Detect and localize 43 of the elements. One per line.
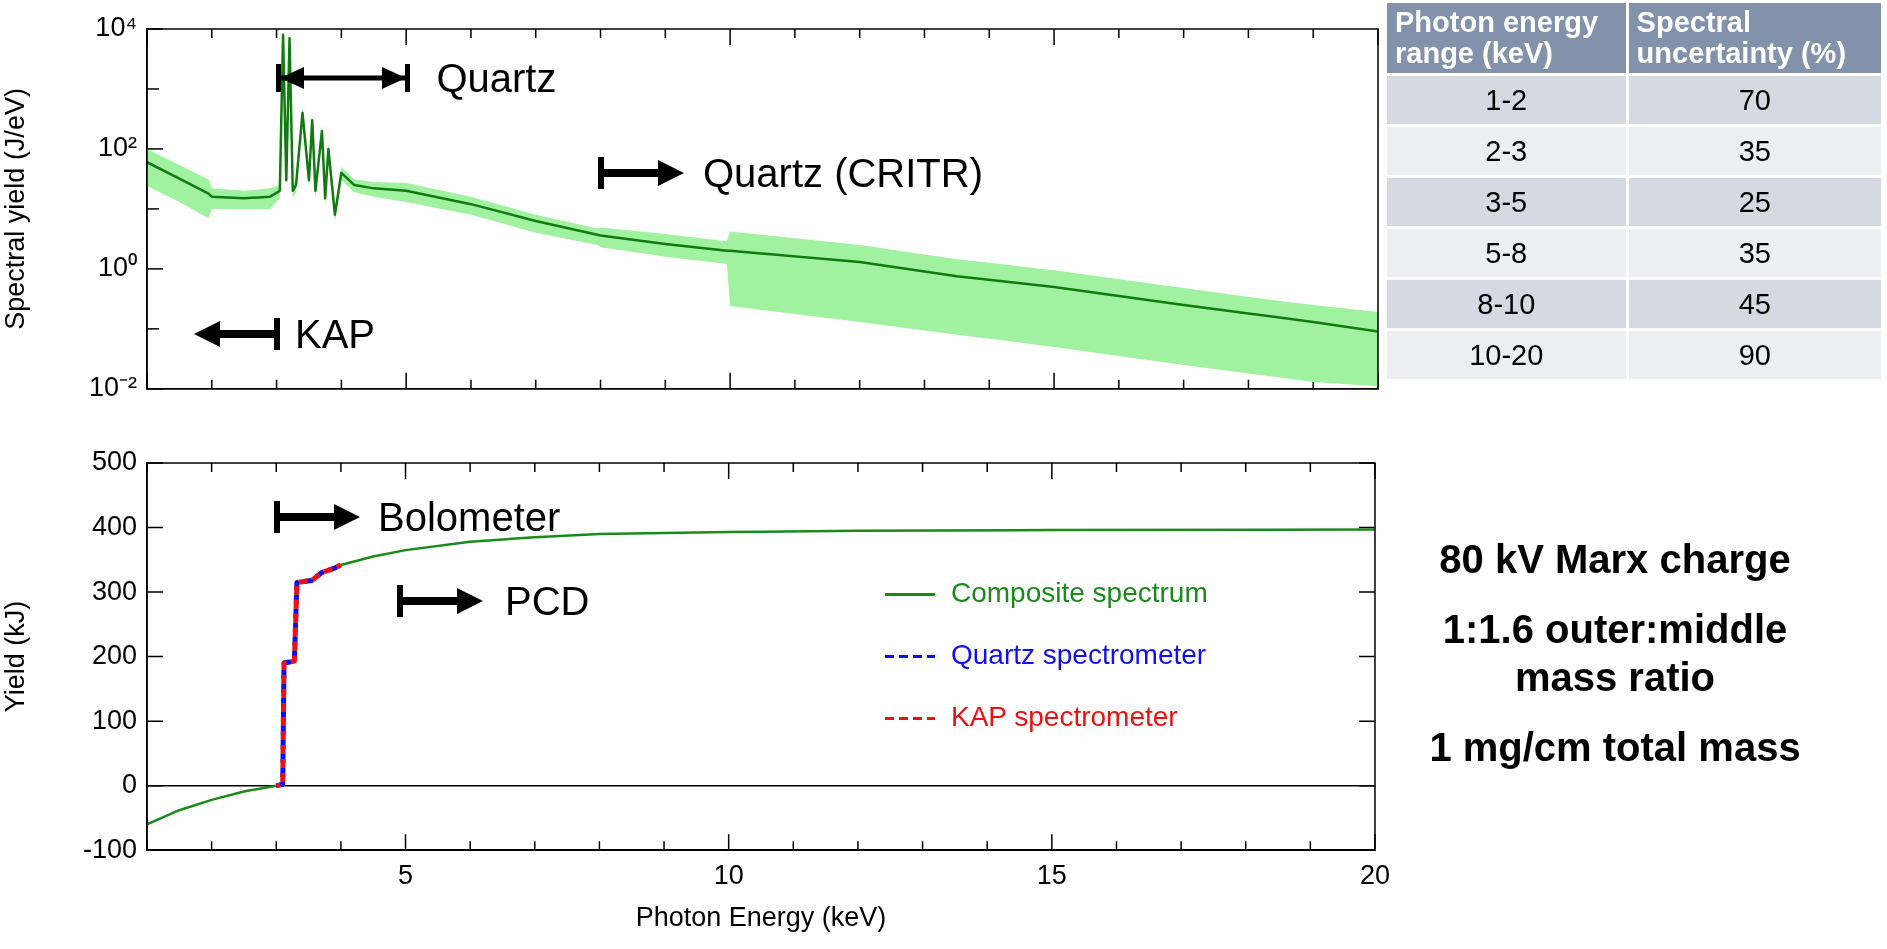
category-label: 10-20 xyxy=(1387,331,1626,379)
category-label: 1-2 xyxy=(1387,76,1626,124)
legend-label: Composite spectrum xyxy=(950,577,1208,609)
category-label: 8-10 xyxy=(1387,280,1626,328)
category-label: 2-3 xyxy=(1387,127,1626,175)
text: Spectral uncertainty (%) xyxy=(1628,3,1881,73)
data-label: 70 xyxy=(1628,76,1881,124)
x-tick-label: 10 xyxy=(713,859,744,890)
text: Photon energy range (keV) xyxy=(1387,3,1626,73)
annotation: Quartz (CRITR) xyxy=(703,151,983,195)
text: 80 kV Marx charge xyxy=(1438,536,1792,583)
data-label: 35 xyxy=(1628,127,1881,175)
x-tick-label: 20 xyxy=(1359,859,1391,890)
data-label: 90 xyxy=(1628,331,1881,379)
text: 1:1.6 outer:middle mass ratio xyxy=(1441,606,1789,701)
y-tick-label: 10² xyxy=(97,132,137,163)
annotation: Quartz xyxy=(436,56,557,101)
data-label: 35 xyxy=(1628,229,1881,277)
y-tick-label: 10⁻² xyxy=(88,372,137,403)
y-tick-label: 10⁰ xyxy=(97,252,137,283)
annotation: KAP xyxy=(295,312,376,356)
data-label: 25 xyxy=(1628,178,1881,226)
x-tick-label: 15 xyxy=(1036,859,1067,890)
legend-label: Quartz spectrometer xyxy=(950,639,1207,671)
y-tick-label: -100 xyxy=(82,833,137,864)
text: 1 mg/cm total mass xyxy=(1428,724,1802,771)
x-tick-label: 5 xyxy=(398,859,414,890)
y-axis-title: Spectral yield (J/eV) xyxy=(0,88,30,330)
y-tick-label: 10⁴ xyxy=(95,12,137,43)
annotation: Bolometer xyxy=(378,495,561,539)
y-axis-title: Yield (kJ) xyxy=(0,600,30,713)
x-axis-title: Photon Energy (keV) xyxy=(635,902,887,933)
y-tick-label: 400 xyxy=(91,510,137,541)
y-tick-label: 200 xyxy=(91,640,137,671)
category-label: 3-5 xyxy=(1387,178,1626,226)
y-tick-label: 300 xyxy=(91,575,137,606)
legend-label: KAP spectrometer xyxy=(950,701,1178,733)
y-tick-label: 500 xyxy=(91,446,137,477)
y-tick-label: 100 xyxy=(91,704,137,735)
data-label: 45 xyxy=(1628,280,1881,328)
y-tick-label: 0 xyxy=(121,769,137,800)
category-label: 5-8 xyxy=(1387,229,1626,277)
annotation: PCD xyxy=(505,579,590,623)
